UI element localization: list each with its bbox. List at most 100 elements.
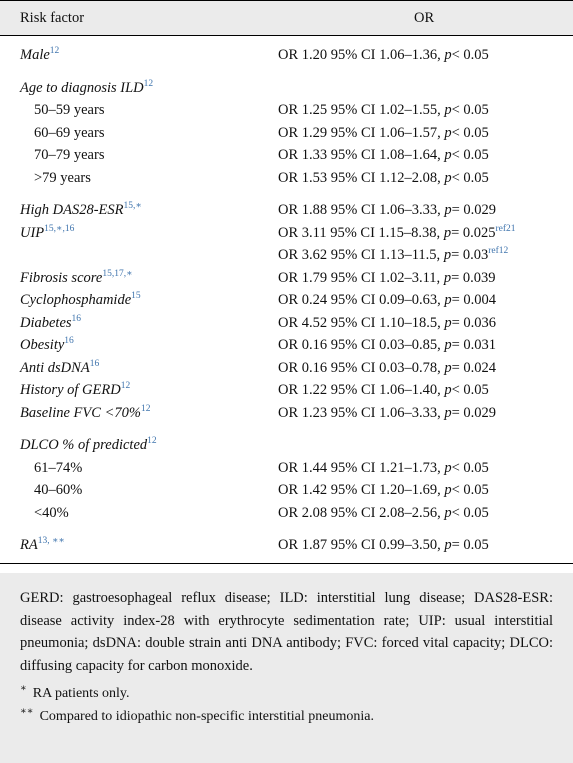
table-row: Diabetes16 OR 4.52 95% CI 1.10–18.5, p= 0…: [0, 312, 573, 335]
p-value: = 0.039: [451, 269, 496, 286]
risk-factor-cell: Male12: [20, 44, 59, 67]
row-group: RA13, ∗∗ OR 1.87 95% CI 0.99–3.50, p= 0.0…: [0, 534, 573, 557]
note-text: Compared to idiopathic non-specific inte…: [39, 708, 374, 724]
or-value: OR 1.53 95% CI 1.12–2.08,: [278, 169, 441, 186]
table-row: Fibrosis score15,17,∗ OR 1.79 95% CI 1.02…: [0, 267, 573, 290]
or-cell: OR 1.53 95% CI 1.12–2.08, p< 0.05: [278, 167, 489, 190]
p-value: = 0.029: [451, 202, 497, 218]
note-text: RA patients only.: [32, 686, 130, 701]
or-cell: OR 1.25 95% CI 1.02–1.55, p< 0.05: [278, 99, 489, 122]
table-row: Male12 OR 1.20 95% CI 1.06–1.36, p< 0.05: [0, 44, 573, 67]
reference: 15: [131, 291, 141, 302]
reference: 13, ∗∗: [37, 536, 65, 547]
or-cell: OR 3.11 95% CI 1.15–8.38, p= 0.025ref21: [278, 222, 516, 245]
or-value: OR 2.08 95% CI 2.08–2.56,: [278, 504, 441, 521]
header-cell: OR: [414, 10, 435, 26]
or-value: OR 4.52 95% CI 1.10–18.5,: [278, 314, 441, 331]
risk-factor: 60–69 years: [34, 124, 105, 141]
risk-factor: >79 years: [34, 169, 91, 186]
or-value: OR 1.22 95% CI 1.06–1.40,: [278, 382, 441, 398]
p-label: p: [444, 47, 452, 63]
or-value: OR 1.20 95% CI 1.06–1.36,: [278, 47, 441, 63]
p-label: p: [444, 359, 452, 376]
risk-factor-cell: History of GERD12: [20, 379, 130, 402]
risk-factor: 61–74%: [34, 459, 83, 476]
table-header: Risk factor OR: [0, 0, 573, 36]
or-cell: OR 3.62 95% CI 1.13–11.5, p= 0.03ref12: [278, 244, 508, 267]
reference: 15,∗,16: [44, 223, 75, 234]
risk-factor: RA: [20, 537, 38, 553]
p-label: p: [444, 314, 452, 331]
table-row: Anti dsDNA16 OR 0.16 95% CI 0.03–0.78, p=…: [0, 357, 573, 380]
table-body: Male12 OR 1.20 95% CI 1.06–1.36, p< 0.05 A…: [0, 36, 573, 564]
table-row: UIP15,∗,16 OR 3.11 95% CI 1.15–8.38, p= 0…: [0, 222, 573, 245]
table-row: High DAS28-ESR15,∗ OR 1.88 95% CI 1.06–3.…: [0, 199, 573, 222]
risk-factor: 50–59 years: [34, 102, 105, 118]
risk-factor-cell: 60–69 years: [34, 122, 104, 145]
table-row: RA13, ∗∗ OR 1.87 95% CI 0.99–3.50, p= 0.0…: [0, 534, 573, 557]
risk-factor-cell: Obesity16: [20, 334, 74, 357]
or-value: OR 1.79 95% CI 1.02–3.11,: [278, 269, 441, 286]
reference: 15,17,∗: [102, 268, 133, 279]
risk-factor: Baseline FVC <70%: [20, 404, 141, 421]
risk-factor-cell: Cyclophosphamide15: [20, 289, 141, 312]
risk-factor: Age to diagnosis ILD: [20, 79, 144, 96]
or-cell: OR 1.23 95% CI 1.06–3.33, p= 0.029: [278, 402, 496, 425]
table-row: 50–59 years OR 1.25 95% CI 1.02–1.55, p< …: [0, 99, 573, 122]
risk-factor-cell: High DAS28-ESR15,∗: [20, 199, 142, 222]
p-value: = 0.036: [451, 314, 497, 331]
reference: 12: [140, 403, 151, 414]
table-row: Obesity16 OR 0.16 95% CI 0.03–0.85, p= 0.…: [0, 334, 573, 357]
or-cell: OR 1.29 95% CI 1.06–1.57, p< 0.05: [278, 122, 489, 145]
header-cell: Risk factor: [20, 10, 85, 26]
p-label: p: [444, 382, 452, 398]
p-label: p: [444, 292, 452, 308]
or-value: OR 1.29 95% CI 1.06–1.57,: [278, 124, 441, 141]
or-value: OR 1.87 95% CI 0.99–3.50,: [278, 537, 441, 553]
risk-factor: Cyclophosphamide: [20, 292, 132, 308]
or-cell: OR 1.79 95% CI 1.02–3.11, p= 0.039: [278, 267, 496, 290]
risk-factor: Male: [20, 47, 50, 63]
table-footer: GERD: gastroesophageal reflux disease; I…: [0, 573, 573, 763]
p-value: < 0.05: [451, 169, 489, 186]
risk-factor-cell: UIP15,∗,16: [20, 222, 74, 245]
p-value: = 0.05: [451, 537, 489, 553]
table-row: 70–79 years OR 1.33 95% CI 1.08–1.64, p< …: [0, 144, 573, 167]
p-value: < 0.05: [451, 147, 489, 163]
p-value: = 0.004: [451, 292, 497, 308]
risk-factor: 40–60%: [34, 482, 83, 498]
or-cell: OR 1.87 95% CI 0.99–3.50, p= 0.05: [278, 534, 489, 557]
table-row: 61–74% OR 1.44 95% CI 1.21–1.73, p< 0.05: [0, 457, 573, 480]
table-row: <40% OR 2.08 95% CI 2.08–2.56, p< 0.05: [0, 502, 573, 525]
table-row: Cyclophosphamide15 OR 0.24 95% CI 0.09–0.…: [0, 289, 573, 312]
p-label: p: [444, 482, 452, 498]
or-value: OR 1.88 95% CI 1.06–3.33,: [278, 202, 441, 218]
risk-factor-cell: Fibrosis score15,17,∗: [20, 267, 133, 290]
risk-factor-cell: 70–79 years: [34, 144, 104, 167]
reference: 12: [49, 46, 60, 57]
or-value: OR 0.24 95% CI 0.09–0.63,: [278, 292, 441, 308]
reference: ref21: [495, 223, 516, 234]
risk-factor-cell: 40–60%: [34, 479, 82, 502]
p-value: < 0.05: [451, 504, 489, 521]
p-value: = 0.025: [451, 224, 496, 241]
risk-factor-cell: Diabetes16: [20, 312, 81, 335]
p-label: p: [443, 269, 452, 286]
or-cell: OR 1.20 95% CI 1.06–1.36, p< 0.05: [278, 44, 489, 67]
row-group: Male12 OR 1.20 95% CI 1.06–1.36, p< 0.05: [0, 44, 573, 67]
p-value: < 0.05: [451, 102, 489, 118]
risk-factor-cell: Anti dsDNA16: [20, 357, 99, 380]
or-cell: OR 2.08 95% CI 2.08–2.56, p< 0.05: [278, 502, 489, 525]
p-value: = 0.031: [451, 337, 497, 353]
or-value: OR 0.16 95% CI 0.03–0.78,: [278, 359, 441, 376]
risk-factor-cell: 61–74%: [34, 457, 82, 480]
reference: 16: [89, 358, 100, 369]
risk-factor-cell: <40%: [34, 502, 69, 525]
table-row: OR 3.62 95% CI 1.13–11.5, p= 0.03ref12: [0, 244, 573, 267]
or-value: OR 0.16 95% CI 0.03–0.85,: [278, 337, 441, 353]
p-label: p: [444, 202, 452, 218]
reference: 16: [64, 336, 74, 347]
p-label: p: [444, 404, 452, 421]
risk-factor-cell: >79 years: [34, 167, 91, 190]
